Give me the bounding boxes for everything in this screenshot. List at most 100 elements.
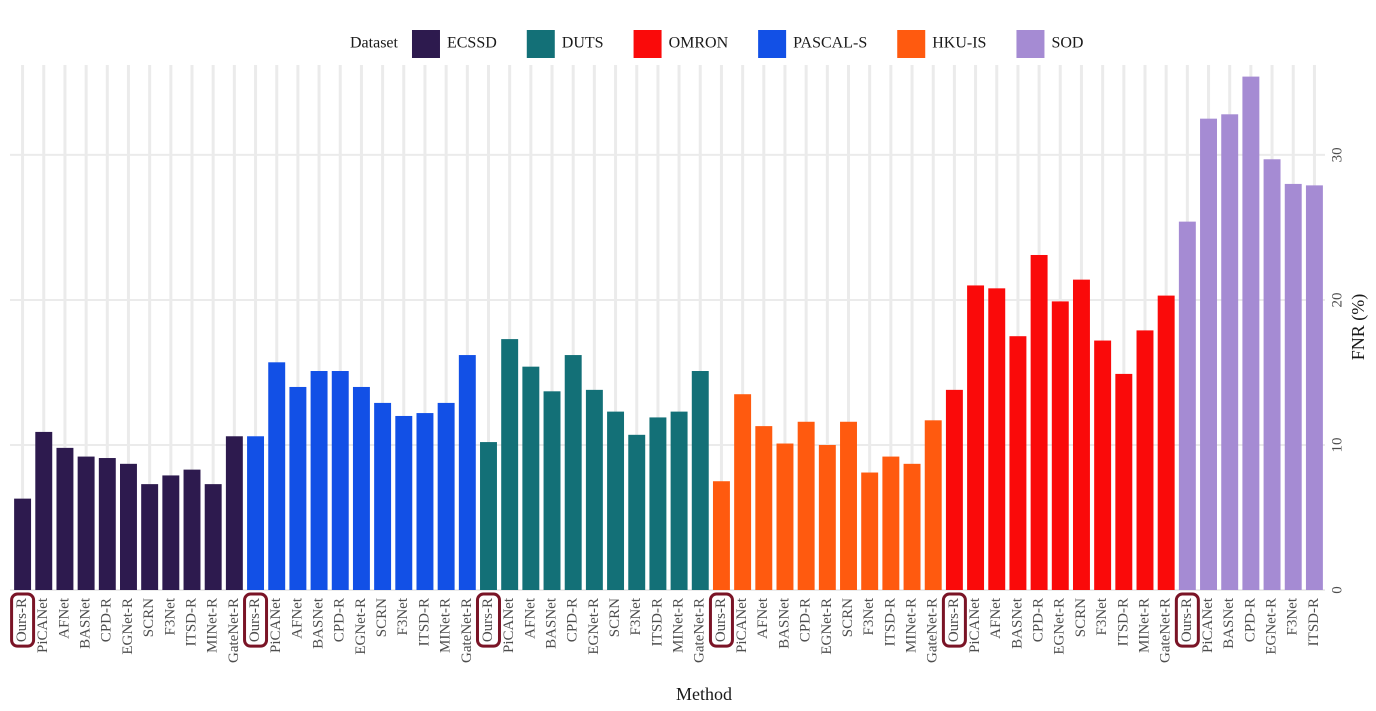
x-tick-label: GateNet-R [1158, 598, 1174, 663]
bar [988, 288, 1006, 590]
x-tick-label: Ours-R [247, 598, 263, 642]
y-tick-label: 30 [1329, 147, 1345, 162]
bar [1072, 279, 1090, 590]
bar [247, 436, 265, 590]
bar [1009, 336, 1027, 590]
bar [1094, 340, 1112, 590]
bar [352, 386, 370, 590]
legend-label: OMRON [669, 35, 729, 52]
x-tick-label: Ours-R [946, 598, 962, 642]
x-tick-label: F3Net [395, 597, 411, 635]
highlight-box [475, 592, 501, 648]
bar [56, 447, 74, 590]
bar [628, 434, 646, 590]
x-tick-label: BASNet [776, 597, 792, 649]
x-tick-label: ITSD-R [882, 598, 898, 646]
x-tick-label: BASNet [1221, 597, 1237, 649]
y-tick-label: 10 [1329, 437, 1345, 452]
x-tick-label: AFNet [56, 597, 72, 639]
x-tick-label: MINet-R [671, 598, 687, 653]
bar [1305, 185, 1323, 590]
x-tick-label: MINet-R [438, 598, 454, 653]
x-tick-label: AFNet [522, 597, 538, 639]
bar [861, 472, 879, 590]
legend-key [633, 30, 662, 58]
y-tick-label: 20 [1329, 292, 1345, 307]
bar [268, 362, 286, 590]
legend-key [411, 30, 440, 58]
x-tick-label: SCRN [840, 598, 856, 637]
x-tick-label: CPD-R [1031, 598, 1047, 642]
bar [776, 443, 794, 590]
x-tick-label: GateNet-R [226, 598, 242, 663]
highlight-box [243, 592, 269, 648]
x-tick-label: EGNet-R [1263, 598, 1279, 655]
bar [818, 444, 836, 590]
legend-label: HKU-IS [932, 35, 986, 52]
bar [755, 426, 773, 590]
x-tick-label: SCRN [374, 598, 390, 637]
bar [501, 339, 519, 590]
x-tick-label: GateNet-R [925, 598, 941, 663]
bar [1200, 118, 1217, 590]
x-tick-label: Ours-R [14, 598, 30, 642]
x-axis-title: Method [676, 684, 732, 704]
x-tick-label: EGNet-R [586, 598, 602, 655]
bar [162, 475, 180, 590]
x-tick-label: AFNet [755, 597, 771, 639]
bar [585, 389, 603, 590]
x-tick-label: EGNet-R [1052, 598, 1068, 655]
x-tick-label: Ours-R [480, 598, 496, 642]
bar [14, 498, 32, 590]
x-tick-label: Ours-R [1179, 598, 1195, 642]
x-tick-label: ITSD-R [649, 598, 665, 646]
legend-key [1016, 30, 1045, 58]
bar [945, 389, 963, 590]
x-tick-label: MINet-R [903, 598, 919, 653]
x-tick-label: PiCANet [967, 597, 983, 653]
x-tick-label: ITSD-R [183, 598, 199, 646]
x-tick-label: GateNet-R [692, 598, 708, 663]
x-tick-label: PiCANet [734, 597, 750, 653]
x-tick-label: F3Net [1285, 597, 1301, 635]
bar [1221, 114, 1239, 591]
x-tick-label: PiCANet [35, 597, 51, 653]
bar [374, 402, 392, 590]
legend-title: Dataset [350, 35, 399, 52]
x-tick-label: MINet-R [205, 598, 221, 653]
bar [564, 355, 582, 590]
x-tick-label: EGNet-R [819, 598, 835, 655]
bar [1136, 330, 1154, 590]
bar [712, 481, 730, 590]
x-tick-label: AFNet [988, 597, 1004, 639]
bar [225, 436, 243, 590]
bar [797, 421, 815, 590]
x-tick-label: EGNet-R [353, 598, 369, 655]
bar [395, 415, 413, 590]
x-tick-label: ITSD-R [1306, 598, 1322, 646]
x-tick-label: PiCANet [268, 597, 284, 653]
bar [480, 442, 497, 590]
x-tick-label: SCRN [1073, 598, 1089, 637]
x-tick-label: CPD-R [332, 598, 348, 642]
bar [1051, 301, 1069, 590]
y-tick-label: 0 [1329, 586, 1345, 594]
bar [734, 394, 752, 590]
x-tick-label: AFNet [289, 597, 305, 639]
x-tick-label: EGNet-R [120, 598, 136, 655]
bar [416, 413, 434, 590]
bar [183, 469, 201, 590]
x-tick-label: SCRN [607, 598, 623, 637]
bar [967, 285, 985, 590]
highlight-box [941, 592, 967, 648]
bar [522, 366, 540, 590]
highlight-box [10, 592, 36, 648]
x-tick-label: CPD-R [565, 598, 581, 642]
bar [1263, 159, 1281, 591]
bar [35, 431, 53, 590]
x-tick-label: BASNet [1009, 597, 1025, 649]
x-tick-label: ITSD-R [416, 598, 432, 646]
x-tick-label: Ours-R [713, 598, 729, 642]
bar [1242, 76, 1260, 590]
